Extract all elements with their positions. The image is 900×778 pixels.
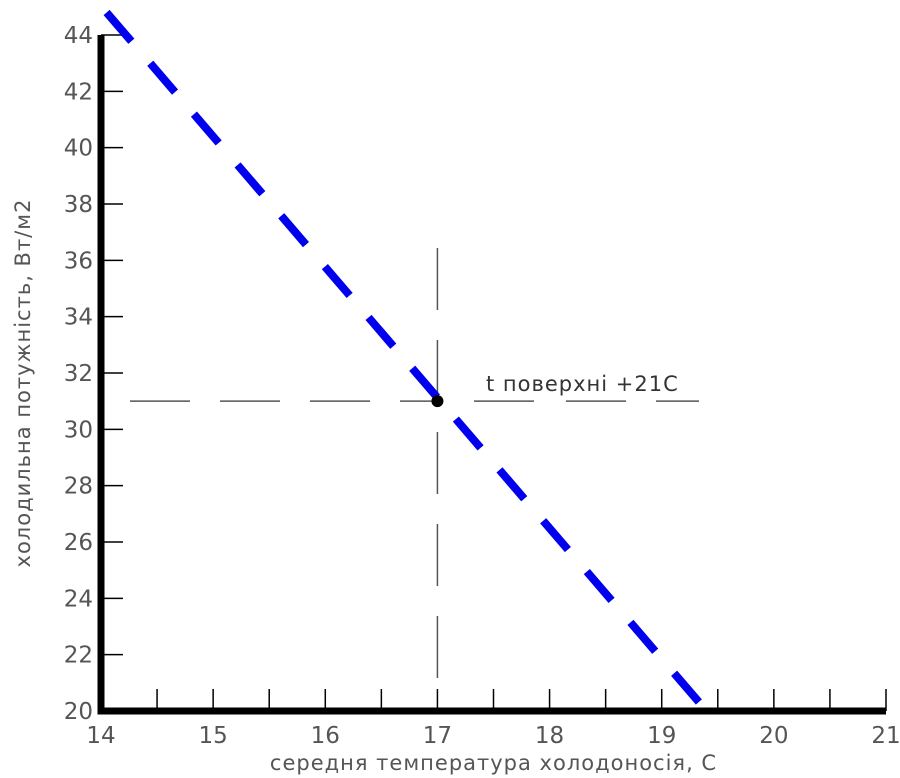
y-tick-label: 22 [64,643,93,669]
intersection-marker [431,395,444,408]
x-tick-label: 17 [423,723,452,749]
y-tick-label: 32 [64,361,93,387]
y-tick-label: 36 [64,248,93,274]
y-tick-label: 42 [64,79,93,105]
y-tick-labels: 20 22 24 26 28 30 32 34 36 38 40 42 44 [64,23,93,725]
series-line [103,9,710,714]
x-tick-label: 20 [759,723,788,749]
x-tick-labels: 14 15 16 17 18 19 20 21 [86,723,900,749]
y-tick-label: 26 [64,530,93,556]
y-tick-label: 28 [64,474,93,500]
x-tick-label: 16 [311,723,340,749]
y-tick-label: 40 [64,136,93,162]
annotation-label: t поверхні +21С [486,372,679,396]
y-tick-label: 38 [64,192,93,218]
x-tick-label: 19 [647,723,676,749]
x-ticks [100,689,887,711]
y-tick-label: 24 [64,586,93,612]
y-tick-label: 34 [64,305,93,331]
y-tick-label: 20 [64,699,93,725]
x-tick-label: 14 [86,723,115,749]
x-tick-label: 18 [535,723,564,749]
y-axis-title: холодильна потужність, Вт/м2 [11,199,35,568]
y-tick-label: 30 [64,417,93,443]
y-tick-label: 44 [64,23,93,49]
x-axis-title: середня температура холодоносія, С [270,751,717,775]
x-tick-label: 15 [199,723,228,749]
y-ticks [101,34,123,712]
x-tick-label: 21 [871,723,900,749]
